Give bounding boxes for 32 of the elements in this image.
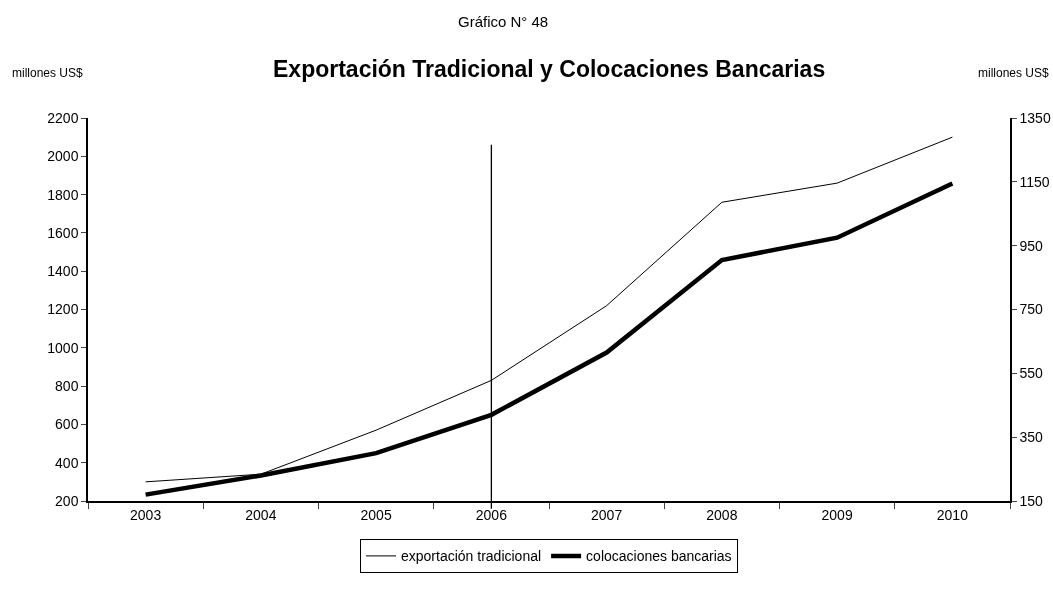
y-tick-label: 600 [55, 416, 79, 433]
y2-tick-label: 550 [1019, 365, 1044, 382]
x-tick-label: 2004 [245, 506, 277, 523]
chart-subtitle: Gráfico N° 48 [458, 13, 549, 30]
legend-label: colocaciones bancarias [586, 548, 732, 565]
y-tick-label: 400 [55, 454, 79, 471]
y2-tick-label: 1150 [1019, 173, 1050, 190]
y-tick-label: 800 [55, 378, 79, 394]
y2-tick-label: 1350 [1019, 109, 1051, 126]
y2-tick-label: 150 [1019, 492, 1044, 509]
y-tick-label: 1200 [47, 301, 79, 318]
legend-label: exportación tradicional [401, 548, 542, 565]
x-tick-label: 2008 [706, 506, 738, 523]
y-tick-label: 1800 [47, 186, 79, 203]
x-tick-label: 2005 [360, 506, 392, 523]
y-tick-label: 2000 [47, 148, 79, 165]
y-axis-title: millones US$ [12, 66, 84, 80]
y-tick-label: 200 [55, 492, 79, 509]
y2-tick-label: 750 [1019, 301, 1044, 318]
y-tick-label: 2200 [47, 109, 79, 126]
x-tick-label: 2003 [130, 506, 162, 523]
y-tick-label: 1400 [47, 263, 79, 280]
x-tick-label: 2007 [591, 506, 623, 523]
chart-title: Exportación Tradicional y Colocaciones Bancarias [273, 56, 826, 82]
x-tick-label: 2006 [475, 506, 508, 523]
x-tick-label: 2009 [821, 506, 853, 523]
y2-axis-title: millones US$ [978, 66, 1050, 80]
x-tick-label: 2010 [936, 506, 969, 523]
y-tick-label: 1000 [47, 339, 79, 356]
y2-tick-label: 350 [1019, 429, 1044, 446]
y2-tick-label: 950 [1019, 237, 1044, 254]
y-tick-label: 1600 [47, 224, 79, 241]
